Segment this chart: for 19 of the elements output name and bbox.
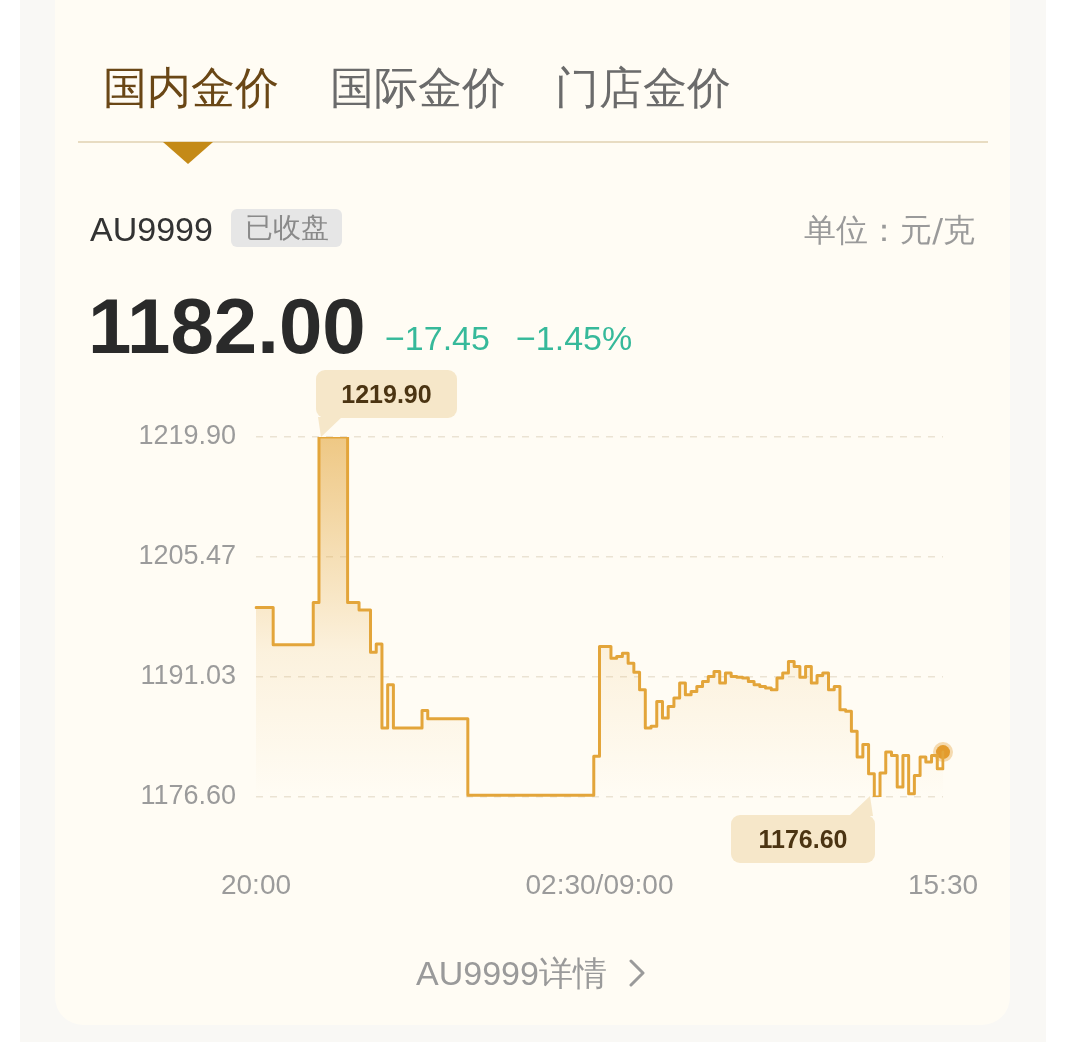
text: AU9999详情	[416, 954, 607, 992]
text: 门店金价	[555, 62, 731, 113]
y-tick-label: 1219.90	[138, 420, 236, 451]
x-tick-label: 20:00	[220, 868, 292, 900]
y-tick-label: 1191.03	[140, 660, 236, 691]
x-tick-label: 02:30/09:00	[525, 868, 674, 900]
text: 单位：元/克	[804, 211, 975, 249]
text: 国内金价	[103, 62, 279, 113]
text: −17.45	[385, 319, 490, 357]
y-tick-label: 1205.47	[138, 540, 236, 571]
text: 已收盘	[244, 211, 329, 244]
text: 1219.90	[341, 379, 432, 408]
y-tick-label: 1176.60	[140, 780, 236, 811]
text: 国际金价	[330, 62, 506, 113]
chart-title: AU9999	[90, 210, 213, 248]
text: 1182.00	[88, 282, 366, 370]
text: 1176.60	[758, 824, 848, 853]
x-tick-label: 15:30	[907, 868, 979, 900]
text: −1.45%	[516, 319, 633, 357]
